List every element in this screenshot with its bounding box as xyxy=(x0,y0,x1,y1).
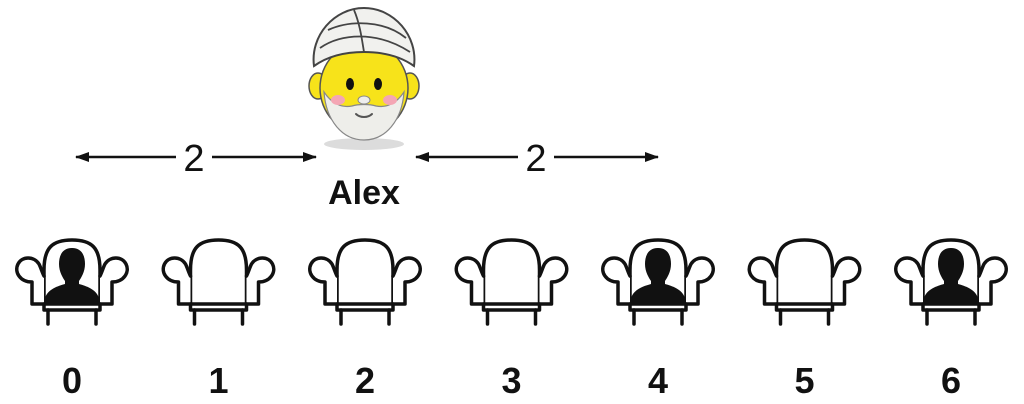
seat-index-label: 6 xyxy=(941,360,961,401)
seat-index-label: 2 xyxy=(355,360,375,401)
avatar-left-cheek xyxy=(331,95,345,105)
avatar-mouth xyxy=(355,113,373,118)
turban-man-icon xyxy=(308,6,420,150)
left-distance-label: 2 xyxy=(183,138,204,180)
person-name: Alex xyxy=(328,174,400,212)
armchair-icon xyxy=(161,238,276,326)
armchair-icon xyxy=(747,238,862,326)
seat-index-label: 0 xyxy=(62,360,82,401)
avatar-turban-fold-3 xyxy=(353,9,365,53)
seat-index-label: 5 xyxy=(794,360,814,401)
seat-1: 1 xyxy=(161,238,276,401)
avatar-turban-fold-1 xyxy=(319,35,411,53)
seat-5: 5 xyxy=(747,238,862,401)
seat-index-label: 3 xyxy=(501,360,521,401)
armchair-icon xyxy=(454,238,569,326)
seat-2: 2 xyxy=(308,238,422,401)
right-distance-label: 2 xyxy=(525,138,546,180)
armchair-icon xyxy=(308,238,422,326)
seat-3: 3 xyxy=(454,238,569,401)
seat-4: 4 xyxy=(601,238,715,401)
avatar-nose xyxy=(357,95,371,105)
seat-0: 0 xyxy=(15,238,129,401)
seat-index-label: 4 xyxy=(648,360,668,401)
avatar-turban-fold-2 xyxy=(327,22,407,39)
right-distance-indicator: 2 xyxy=(415,138,659,180)
seat-6: 6 xyxy=(894,238,1008,401)
avatar-right-cheek xyxy=(383,95,397,105)
seat-index-label: 1 xyxy=(208,360,228,401)
avatar-right-eye xyxy=(374,78,382,90)
seats-row: 0 1 2 3 4 5 6 xyxy=(15,238,1008,401)
avatar-shadow xyxy=(324,138,404,150)
avatar-left-eye xyxy=(346,78,354,90)
left-distance-indicator: 2 xyxy=(75,138,317,180)
